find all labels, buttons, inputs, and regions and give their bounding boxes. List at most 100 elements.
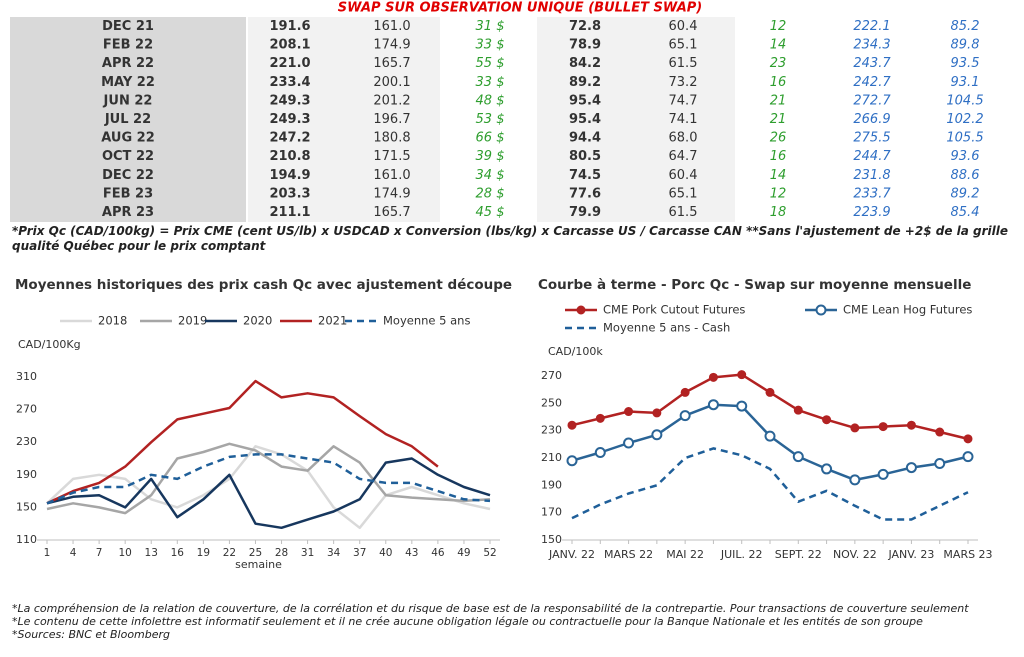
table-bg — [10, 17, 246, 222]
table-cell: 88.6 — [951, 168, 980, 183]
table-cell: 249.3 — [269, 93, 310, 108]
series-line — [46, 457, 491, 530]
legend-marker — [576, 305, 586, 315]
point — [652, 408, 662, 418]
y-tick-label: 230 — [16, 435, 37, 448]
table-cell: DEC 21 — [102, 19, 154, 34]
table-cell: 95.4 — [569, 112, 601, 127]
table-cell: 196.7 — [373, 112, 410, 127]
table-cell: 191.6 — [269, 19, 310, 34]
table-cell: 14 — [770, 38, 787, 53]
y-tick-label: 210 — [541, 451, 562, 464]
series-line — [46, 445, 491, 530]
table-cell: 165.7 — [373, 205, 410, 220]
footnote: *Le contenu de cette infolettre est info… — [12, 615, 923, 628]
table-cell: 12 — [770, 19, 787, 34]
point — [737, 370, 747, 380]
point — [651, 429, 663, 441]
table-cell: 201.2 — [373, 93, 410, 108]
table-cell: 64.7 — [669, 149, 698, 164]
point — [736, 400, 748, 412]
table-cell: 84.2 — [569, 56, 601, 71]
point — [792, 451, 804, 463]
point — [849, 474, 861, 486]
x-tick-label: 1 — [44, 547, 51, 559]
point — [850, 423, 860, 433]
y-tick-label: 110 — [16, 533, 37, 546]
table-cell: 94.4 — [569, 131, 601, 146]
table-cell: APR 23 — [102, 205, 154, 220]
table-cell: 174.9 — [373, 186, 410, 201]
chart-title: Moyennes historiques des prix cash Qc av… — [15, 277, 512, 293]
table-cell: 233.7 — [853, 186, 891, 201]
x-tick-label: JANV. 23 — [887, 548, 934, 561]
table-cell: 31 $ — [476, 19, 505, 34]
table-cell: 275.5 — [853, 131, 890, 146]
x-tick-label: MARS 23 — [943, 548, 992, 561]
table-cell: 65.1 — [669, 38, 698, 53]
table-cell: 210.8 — [269, 149, 310, 164]
table-cell: 21 — [770, 93, 787, 108]
table-cell: 105.5 — [946, 131, 983, 146]
legend-marker — [815, 304, 827, 316]
footnote: *La compréhension de la relation de couv… — [12, 602, 969, 615]
table-cell: DEC 22 — [102, 168, 154, 183]
table-cell: 272.7 — [853, 93, 891, 108]
table-cell: 95.4 — [569, 93, 601, 108]
table-cell: 16 — [770, 75, 787, 90]
table-cell: 200.1 — [373, 75, 410, 90]
table-cell: 55 $ — [476, 56, 505, 71]
x-tick-label: 10 — [118, 547, 131, 559]
x-tick-label: JUIL. 22 — [720, 548, 763, 561]
table-cell: 211.1 — [269, 205, 310, 220]
table-cell: 39 $ — [476, 149, 505, 164]
table-cell: 165.7 — [373, 56, 410, 71]
table-cell: 221.0 — [269, 56, 310, 71]
table-cell: 74.7 — [669, 93, 698, 108]
table-cell: 171.5 — [373, 149, 410, 164]
point — [906, 420, 916, 430]
table-cell: 61.5 — [669, 205, 698, 220]
footnotes: *La compréhension de la relation de couv… — [12, 602, 969, 641]
table-cell: 14 — [770, 168, 787, 183]
table-cell: AUG 22 — [101, 131, 155, 146]
table-bg — [537, 17, 735, 222]
series-line — [46, 453, 491, 505]
table-cell: 77.6 — [569, 186, 601, 201]
table-cell: 104.5 — [946, 93, 983, 108]
y-tick-label: 190 — [16, 468, 37, 481]
chart-title: Courbe à terme - Porc Qc - Swap sur moye… — [538, 277, 971, 293]
table-cell: 33 $ — [476, 38, 505, 53]
page-canvas: SWAP SUR OBSERVATION UNIQUE (BULLET SWAP… — [10, 1, 993, 571]
y-tick-label: 170 — [541, 506, 562, 519]
table-cell: 231.8 — [853, 168, 890, 183]
table-cell: 28 $ — [476, 186, 505, 201]
series-line — [46, 379, 439, 505]
table-cell: 72.8 — [569, 19, 601, 34]
table-cell: 102.2 — [946, 112, 983, 127]
table-cell: 53 $ — [476, 112, 505, 127]
y-tick-label: 150 — [16, 500, 37, 513]
legend-label: Moyenne 5 ans - Cash — [603, 321, 730, 335]
table-cell: JUL 22 — [104, 112, 151, 127]
table-cell: MAY 22 — [101, 75, 155, 90]
table-cell: 16 — [770, 149, 787, 164]
series-line — [571, 373, 969, 441]
table-cell: 48 $ — [476, 93, 505, 108]
x-tick-label: JANV. 22 — [548, 548, 595, 561]
footnote: *Sources: BNC et Bloomberg — [12, 628, 171, 641]
table-cell: FEB 23 — [103, 186, 153, 201]
table-cell: 93.5 — [951, 56, 980, 71]
point — [963, 434, 973, 444]
legend-label: 2020 — [243, 314, 272, 328]
y-tick-label: 250 — [541, 396, 562, 409]
point — [680, 387, 690, 397]
table-cell: 266.9 — [853, 112, 890, 127]
table-cell: 85.4 — [951, 205, 980, 220]
table-cell: 233.4 — [269, 75, 310, 90]
x-tick-label: 7 — [96, 547, 103, 559]
x-axis-label: semaine — [235, 558, 282, 571]
x-tick-label: 31 — [301, 547, 314, 559]
title: SWAP SUR OBSERVATION UNIQUE (BULLET SWAP… — [338, 1, 702, 16]
table-cell: 244.7 — [853, 149, 891, 164]
